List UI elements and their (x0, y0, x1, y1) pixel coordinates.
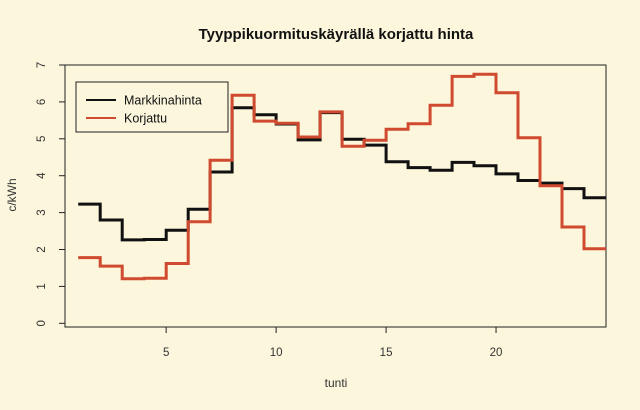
y-axis: 0 1 2 3 4 5 6 7 (36, 62, 65, 327)
legend-box (75, 81, 229, 133)
y-tick-label: 6 (36, 99, 48, 105)
legend: Markkinahinta Korjattu (75, 81, 229, 133)
y-tick-label: 7 (36, 62, 48, 68)
x-axis-label: tunti (325, 376, 348, 390)
legend-label-markkinahinta: Markkinahinta (124, 94, 202, 108)
y-axis-label: c/kWh (5, 178, 19, 211)
x-tick-label: 10 (270, 347, 283, 359)
x-tick-label: 15 (380, 347, 393, 359)
y-tick-label: 2 (36, 246, 48, 252)
x-axis: 5 10 15 20 (163, 327, 502, 359)
y-tick-label: 5 (36, 136, 48, 142)
chart-title: Tyyppikuormituskäyrällä korjattu hinta (199, 26, 474, 43)
plot-area-border (64, 64, 607, 328)
x-tick-label: 20 (490, 347, 503, 359)
series-layer (78, 72, 606, 281)
y-tick-label: 4 (36, 172, 48, 179)
y-tick-label: 0 (36, 320, 48, 326)
legend-label-korjattu: Korjattu (124, 112, 167, 126)
x-tick-label: 5 (163, 347, 169, 359)
y-tick-label: 3 (36, 209, 48, 215)
series-line-korjattu (78, 72, 606, 281)
y-tick-label: 1 (36, 283, 48, 289)
